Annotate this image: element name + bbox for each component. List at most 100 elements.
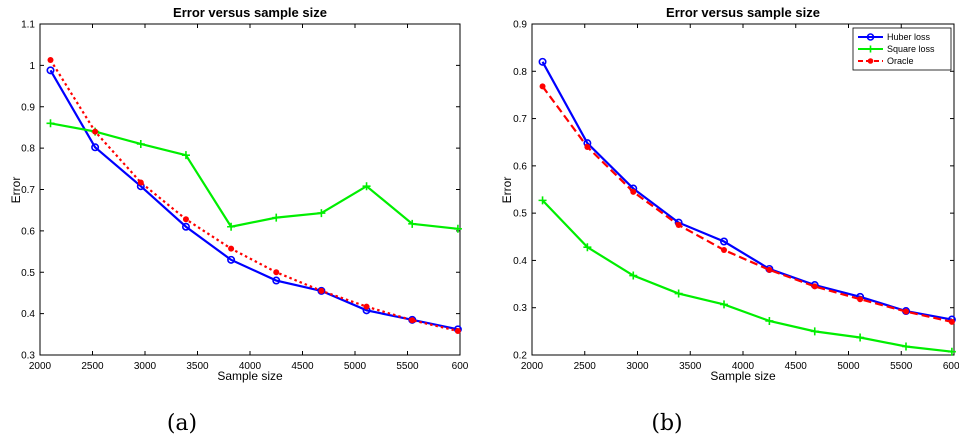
- y-axis-ticks: 0.2 0.3 0.4 0.5 0.6 0.7 0.8 0.9: [513, 20, 954, 362]
- data-point-oracle: [363, 303, 370, 310]
- data-point-huber: [46, 66, 55, 75]
- x-axis-label: Sample size: [710, 369, 776, 383]
- y-tick-label: 1.1: [21, 20, 35, 31]
- chart-title: Error versus sample size: [666, 5, 820, 20]
- y-tick-label: 0.6: [21, 226, 35, 237]
- data-point-square: [720, 300, 729, 309]
- series-line-huber: [49, 69, 459, 331]
- data-point-square: [453, 224, 462, 233]
- legend-marker-huber: [866, 33, 875, 41]
- data-point-oracle: [630, 188, 637, 195]
- data-point-square: [408, 219, 417, 228]
- data-point-oracle: [137, 179, 144, 186]
- data-point-square: [46, 119, 55, 128]
- data-point-oracle: [811, 283, 818, 290]
- y-axis-ticks: 0.3 0.4 0.5 0.6 0.7 0.8 0.9 1 1.1: [21, 20, 460, 362]
- y-tick-label: 0.4: [513, 256, 527, 267]
- x-tick-label: 3500: [679, 361, 702, 372]
- data-point-oracle: [766, 266, 773, 273]
- data-point-huber: [538, 57, 547, 66]
- x-tick-label: 4500: [291, 361, 314, 372]
- x-tick-label: 2500: [81, 361, 104, 372]
- x-tick-label: 3000: [134, 361, 157, 372]
- data-point-square: [583, 243, 592, 252]
- data-point-oracle: [182, 216, 189, 223]
- series-line-square: [541, 199, 953, 353]
- data-point-huber: [227, 255, 236, 264]
- legend: Huber loss Square loss Oracle: [852, 27, 952, 71]
- x-tick-label: 5500: [890, 361, 913, 372]
- legend-marker-oracle: [867, 58, 874, 64]
- data-point-square: [181, 151, 190, 160]
- data-point-square: [629, 271, 638, 280]
- y-tick-label: 0.3: [513, 303, 527, 314]
- x-axis-label: Sample size: [217, 369, 283, 383]
- x-tick-label: 5000: [344, 361, 367, 372]
- y-axis-label: Error: [9, 177, 23, 204]
- series-line-square: [50, 122, 459, 230]
- y-tick-label: 0.9: [21, 102, 35, 113]
- series-layer: [538, 57, 956, 356]
- y-tick-label: 0.5: [21, 268, 35, 279]
- y-tick-label: 0.2: [513, 351, 527, 362]
- x-axis-ticks: 2000 2500 3000 3500 4000 4500 5000 5500 600: [29, 24, 469, 372]
- y-tick-label: 0.8: [21, 144, 35, 155]
- plot-area: [39, 23, 461, 356]
- data-point-square: [227, 222, 236, 231]
- data-point-oracle: [318, 287, 325, 294]
- y-axis-label: Error: [500, 177, 514, 204]
- data-point-oracle: [584, 143, 591, 150]
- x-tick-label: 2500: [574, 361, 597, 372]
- data-point-oracle: [273, 269, 280, 276]
- y-tick-label: 0.4: [21, 309, 35, 320]
- series-line-huber: [541, 61, 953, 321]
- data-point-square: [674, 289, 683, 298]
- x-tick-label: 3000: [626, 361, 649, 372]
- y-tick-label: 0.5: [513, 209, 527, 220]
- legend-marker-square: [867, 45, 874, 53]
- x-tick-label: 4500: [785, 361, 808, 372]
- y-tick-label: 0.7: [513, 114, 527, 125]
- data-point-oracle: [47, 56, 54, 63]
- data-point-square: [272, 213, 281, 222]
- plot-area: [531, 23, 955, 356]
- y-tick-label: 0.6: [513, 161, 527, 172]
- data-point-square: [810, 327, 819, 336]
- y-tick-label: 0.7: [21, 185, 35, 196]
- data-point-huber: [317, 286, 326, 295]
- panel-caption: (a): [167, 411, 197, 436]
- data-point-oracle: [948, 318, 955, 325]
- x-tick-label: 3500: [186, 361, 209, 372]
- data-point-oracle: [902, 308, 909, 315]
- x-tick-label: 600: [452, 361, 469, 372]
- data-point-oracle: [454, 328, 461, 335]
- panel-caption: (b): [651, 411, 682, 436]
- y-tick-label: 0.3: [21, 351, 35, 362]
- data-point-square: [856, 333, 865, 342]
- chart-title: Error versus sample size: [173, 5, 327, 20]
- y-tick-label: 0.8: [513, 67, 527, 78]
- data-point-oracle: [228, 245, 235, 252]
- data-point-oracle: [92, 128, 99, 135]
- y-tick-label: 1: [29, 61, 35, 72]
- series-line-oracle: [49, 59, 459, 333]
- data-point-square: [136, 139, 145, 148]
- data-point-huber: [181, 222, 190, 231]
- legend-label-oracle: Oracle: [887, 56, 914, 66]
- data-point-square: [538, 196, 547, 205]
- chart-panel-b: Error versus sample size 2000 2500 3000 350…: [500, 5, 959, 436]
- data-point-huber: [272, 276, 281, 285]
- series-layer: [46, 56, 462, 335]
- data-point-oracle: [539, 83, 546, 90]
- x-tick-label: 2000: [29, 361, 52, 372]
- x-tick-label: 5500: [396, 361, 419, 372]
- x-tick-label: 4000: [239, 361, 262, 372]
- data-point-square: [947, 347, 956, 356]
- legend-label-square: Square loss: [887, 44, 935, 54]
- data-point-oracle: [409, 317, 416, 324]
- chart-panel-a: Error versus sample size 2000 2500 3000 350…: [9, 5, 469, 436]
- data-point-huber: [91, 143, 100, 152]
- y-tick-label: 0.9: [513, 20, 527, 31]
